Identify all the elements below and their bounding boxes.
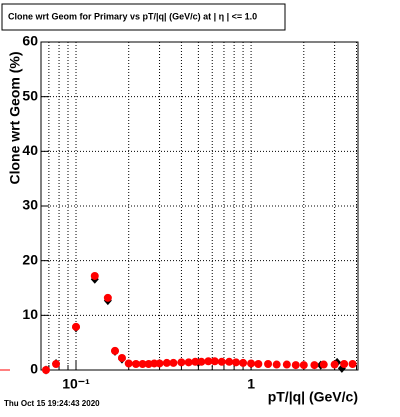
x-axis-label: pT/|q| (GeV/c) (268, 389, 358, 405)
data-point (225, 357, 234, 366)
timestamp: Thu Oct 15 19:24:43 2020 (4, 399, 100, 408)
data-point (264, 359, 273, 368)
title-box (1, 3, 286, 31)
data-point (254, 359, 263, 368)
chart-title: Clone wrt Geom for Primary vs pT/|q| (Ge… (8, 11, 257, 21)
data-point (310, 361, 319, 370)
plot-frame (40, 41, 359, 371)
data-point (162, 358, 171, 367)
data-point (90, 271, 99, 280)
data-point (282, 360, 291, 369)
data-point (291, 361, 300, 370)
data-point (111, 346, 120, 355)
data-point (191, 357, 200, 366)
data-point (330, 360, 339, 369)
y-tick-label: 50 (22, 87, 38, 103)
data-point (155, 359, 164, 368)
data-point (72, 322, 81, 331)
data-point (319, 360, 328, 369)
data-point (52, 359, 61, 368)
y-tick-label: 0 (30, 361, 38, 377)
data-point (131, 359, 140, 368)
data-point (348, 359, 357, 368)
data-point (177, 358, 186, 367)
data-point (210, 357, 219, 366)
x-tick-label: 10⁻¹ (62, 376, 90, 392)
data-point (184, 358, 193, 367)
data-point (124, 359, 133, 368)
data-point (272, 360, 281, 369)
x-tick-label: 1 (247, 376, 255, 392)
data-point (103, 293, 112, 302)
y-tick-label: 40 (22, 142, 38, 158)
data-point (340, 359, 349, 368)
data-point (169, 358, 178, 367)
data-point (217, 357, 226, 366)
data-point (138, 359, 147, 368)
y-tick-label: 20 (22, 251, 38, 267)
data-point (204, 357, 213, 366)
y-tick-label: 60 (22, 33, 38, 49)
data-point (42, 366, 51, 374)
y-axis-label: Clone wrt Geom (%) (7, 51, 23, 184)
data-point (239, 358, 248, 367)
y-tick-label: 10 (22, 306, 38, 322)
data-point (117, 353, 126, 362)
y-tick-label: 30 (22, 197, 38, 213)
data-point (247, 359, 256, 368)
data-point (299, 361, 308, 370)
data-point (197, 357, 206, 366)
data-point (231, 358, 240, 367)
